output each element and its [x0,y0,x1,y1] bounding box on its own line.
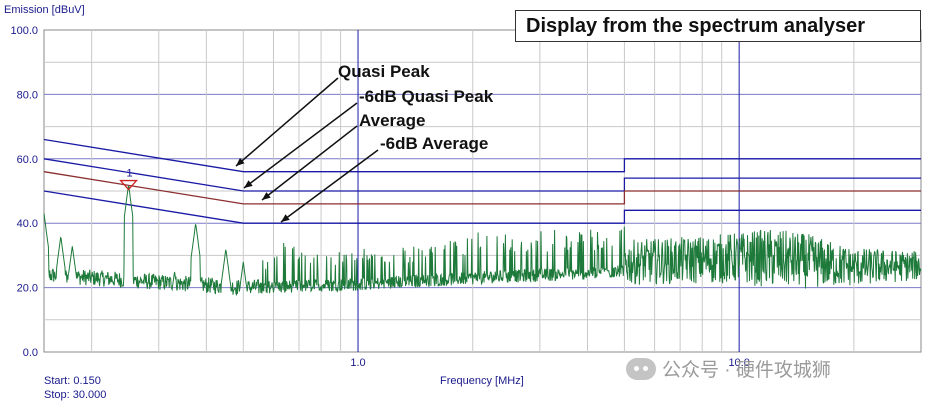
limit-line-2 [43,171,921,205]
y-axis-label: Emission [dBuV] [4,4,85,16]
chart-title: Display from the spectrum analyser [515,10,921,42]
annotation-arrow-head [236,157,245,166]
x-tick-label: 1.0 [350,357,365,369]
watermark: 公众号 · 硬件攻城狮 [626,355,831,382]
peak-marker-label: 1 [127,168,133,180]
y-tick-label: 0.0 [23,347,38,359]
stop-frequency: Stop: 30.000 [44,389,107,401]
y-tick-label: 40.0 [17,218,38,230]
y-tick-label: 20.0 [17,283,38,295]
annotation-arrow-head [262,192,271,200]
annotation-minus6-average: -6dB Average [380,134,489,153]
annotation-arrow-line [243,102,358,189]
wechat-icon [626,357,656,380]
annotation-arrow-line [235,77,339,167]
limit-line-0 [43,138,921,173]
peak-marker [119,179,139,191]
limit-line-3 [43,190,921,224]
emission-trace [43,185,922,296]
x-axis-label: Frequency [MHz] [440,375,524,387]
annotation-arrow-line [261,125,358,201]
annotation-arrow-head [244,180,253,188]
annotation-quasi-peak: Quasi Peak [338,62,430,81]
annotation-average: Average [359,111,426,130]
annotation-arrow-line [280,149,379,223]
start-frequency: Start: 0.150 [44,375,101,387]
x-tick-label: 10.0 [728,357,749,369]
watermark-text: 公众号 · 硬件攻城狮 [662,360,831,381]
y-tick-label: 100.0 [10,25,38,37]
annotation-minus6-quasi-peak: -6dB Quasi Peak [359,87,494,106]
annotation-arrow-head [281,214,290,222]
y-tick-label: 80.0 [17,89,38,101]
y-tick-label: 60.0 [17,154,38,166]
